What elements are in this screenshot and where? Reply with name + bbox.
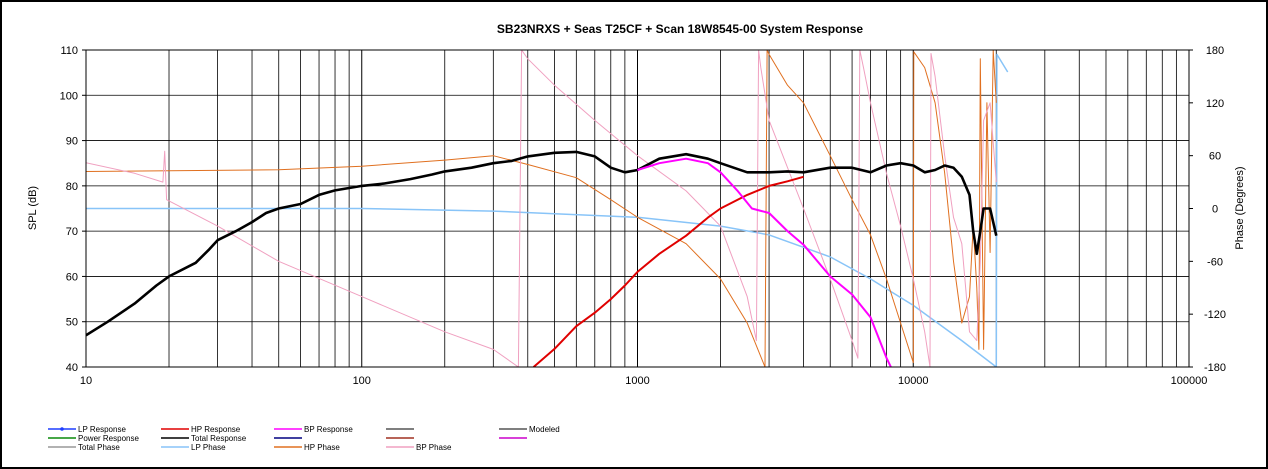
y-axis-label: SPL (dB) (27, 186, 39, 230)
legend-label: LP Phase (191, 443, 226, 452)
series-line-bp-response (637, 157, 892, 367)
y-tick-label: 100 (60, 90, 78, 102)
y2-tick-label: 60 (1209, 151, 1221, 163)
legend: LP Response HP Response BP Response Modeled… (48, 425, 560, 452)
y2-tick-label: 120 (1206, 98, 1224, 110)
y2-tick-label: 180 (1206, 45, 1224, 57)
legend-label: BP Phase (416, 443, 452, 452)
legend-item: Power Response (48, 434, 139, 443)
legend-item: HP Phase (274, 443, 340, 452)
plot-border (85, 49, 1190, 368)
legend-item: LP Phase (161, 443, 226, 452)
legend-label: Total Phase (78, 443, 120, 452)
y-tick-label: 60 (66, 271, 78, 283)
y2-tick-label: -60 (1207, 256, 1223, 268)
legend-label: Total Response (191, 434, 247, 443)
left-axis-ticks: 40 50 60 70 80 90 100 110 (60, 45, 86, 374)
legend-item: Modeled (499, 425, 560, 434)
legend-label: Power Response (78, 434, 139, 443)
y2-tick-label: 0 (1212, 204, 1218, 216)
series-line-total-response (86, 150, 998, 337)
y2-tick-label: -180 (1204, 362, 1226, 374)
y2-axis-label: Phase (Degrees) (1234, 166, 1246, 249)
x-tick-label: 100 (353, 375, 371, 387)
x-tick-label: 1000 (625, 375, 649, 387)
chart-title: SB23NRXS + Seas T25CF + Scan 18W8545-00 … (497, 22, 864, 36)
series-line-hp-phase (86, 50, 997, 367)
legend-label: Modeled (529, 425, 560, 434)
legend-item: Total Phase (48, 443, 120, 452)
y-tick-label: 90 (66, 136, 78, 148)
x-tick-label: 10 (80, 375, 92, 387)
y-tick-label: 80 (66, 181, 78, 193)
legend-label: BP Response (304, 425, 353, 434)
legend-label: HP Phase (304, 443, 340, 452)
x-tick-label: 100000 (1171, 375, 1208, 387)
legend-item: BP Response (274, 425, 353, 434)
legend-item: Total Response (161, 434, 247, 443)
right-axis-ticks: -180 -120 -60 0 60 120 180 (1189, 45, 1226, 374)
legend-item: LP Response (48, 425, 126, 434)
y-tick-label: 70 (66, 226, 78, 238)
y-tick-label: 50 (66, 317, 78, 329)
legend-item: HP Response (161, 425, 241, 434)
x-tick-label: 10000 (898, 375, 929, 387)
y-tick-label: 40 (66, 362, 78, 374)
series-line-lp-phase (86, 53, 1009, 367)
legend-label: HP Response (191, 425, 241, 434)
x-axis-ticks: 10 100 1000 10000 100000 (80, 375, 1207, 387)
legend-label: LP Response (78, 425, 126, 434)
legend-marker (60, 427, 64, 431)
series-layer (86, 50, 1009, 367)
y2-tick-label: -120 (1204, 309, 1226, 321)
series-line-bp-phase (86, 50, 997, 367)
y-tick-label: 110 (60, 45, 78, 57)
series-line-hp-response (532, 175, 804, 367)
legend-item: BP Phase (386, 443, 452, 452)
